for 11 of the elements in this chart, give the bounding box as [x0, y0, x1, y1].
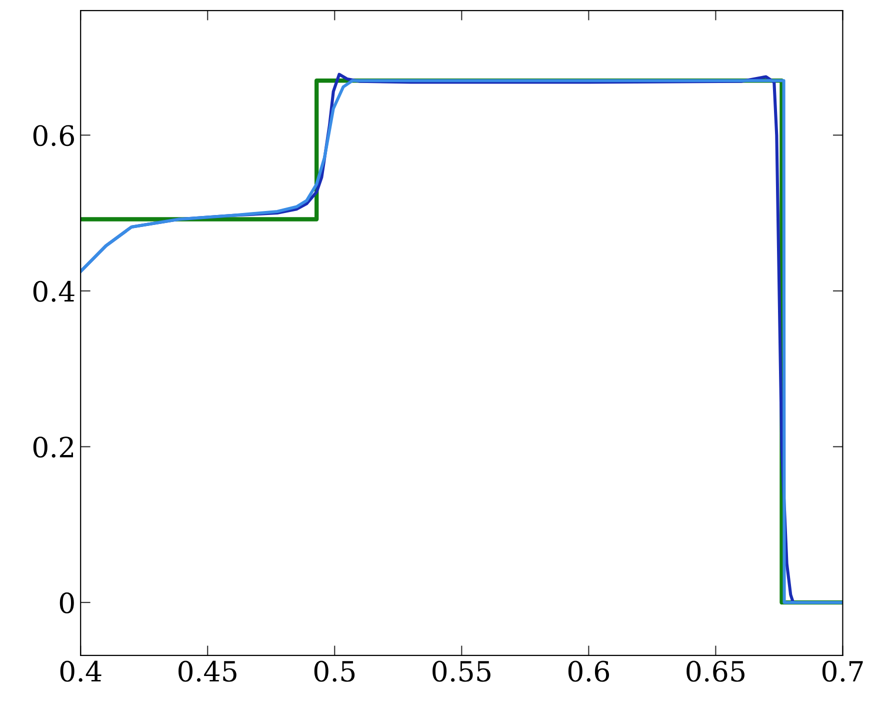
x-tick-label: 0.65 [686, 660, 744, 682]
y-tick-label: 0.6 [33, 125, 74, 146]
x-tick-label: 0.4 [60, 660, 102, 682]
y-tick-label: 0.4 [33, 280, 74, 302]
x-tick-label: 0.5 [314, 660, 355, 682]
x-tick-label: 0.45 [178, 660, 236, 682]
y-tick-label: 0 [60, 592, 74, 614]
x-tick-label: 0.7 [822, 660, 863, 682]
x-tick-label: 0.55 [432, 660, 490, 682]
x-tick-label: 0.6 [568, 660, 610, 682]
y-tick-label: 0.2 [33, 436, 74, 458]
